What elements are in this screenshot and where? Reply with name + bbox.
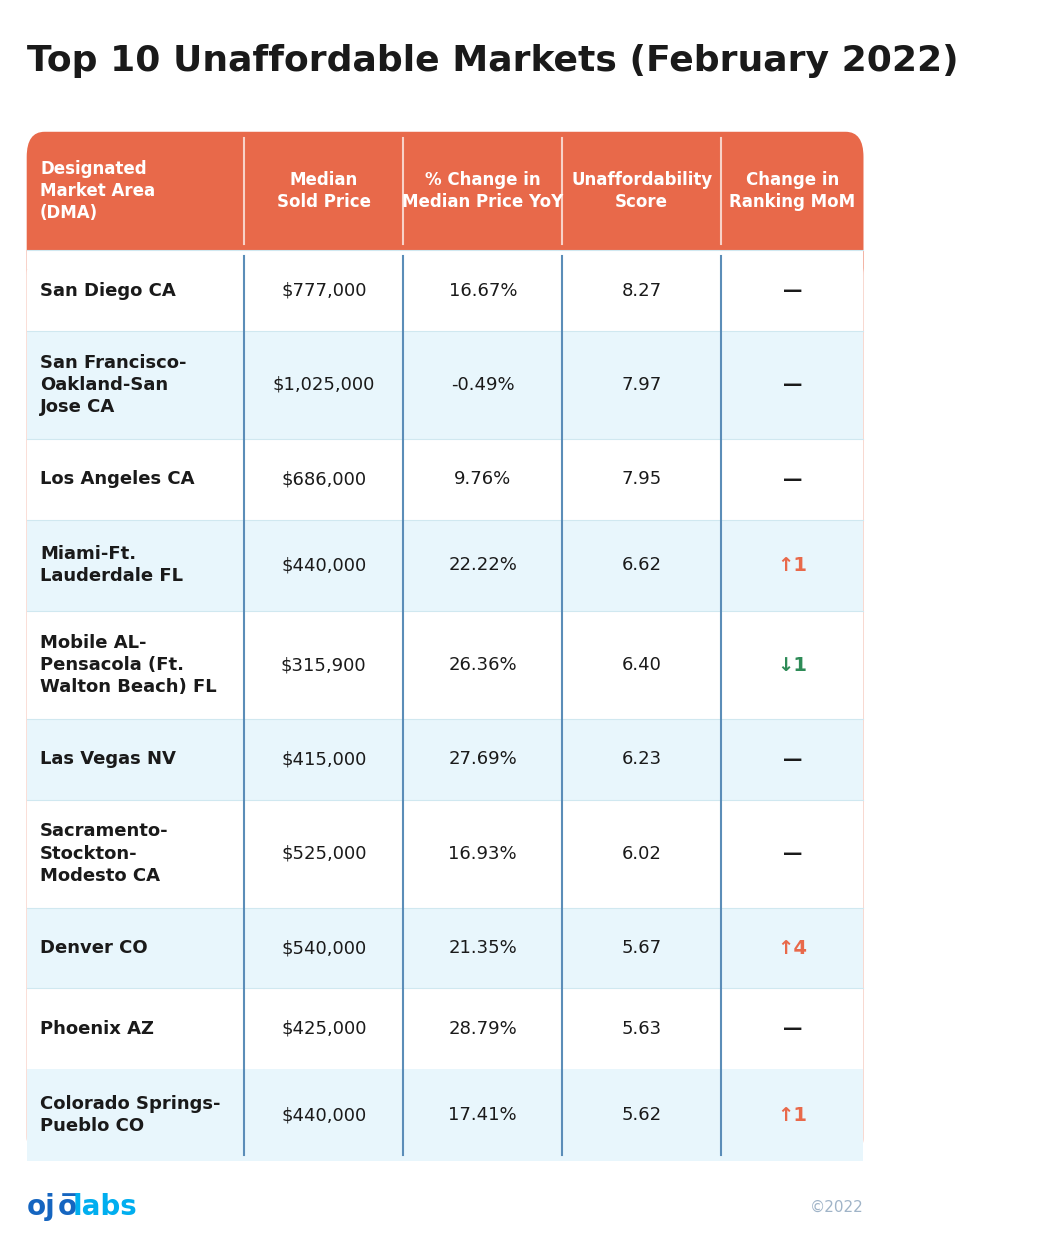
Text: 7.95: 7.95: [622, 471, 661, 488]
Text: 5.67: 5.67: [622, 939, 661, 958]
Text: 16.67%: 16.67%: [448, 281, 517, 300]
Text: -0.49%: -0.49%: [451, 375, 515, 394]
Bar: [27, 719, 863, 799]
Text: o̅: o̅: [58, 1194, 77, 1221]
Text: —: —: [783, 469, 802, 488]
Text: —: —: [783, 1019, 802, 1038]
Text: 16.93%: 16.93%: [448, 845, 517, 862]
Text: $440,000: $440,000: [281, 556, 366, 575]
Text: $777,000: $777,000: [281, 281, 366, 300]
Text: oj: oj: [27, 1194, 55, 1221]
FancyBboxPatch shape: [27, 250, 863, 1161]
Text: 5.63: 5.63: [622, 1020, 661, 1038]
Bar: [27, 907, 863, 989]
Bar: [27, 520, 863, 611]
Text: % Change in
Median Price YoY: % Change in Median Price YoY: [402, 171, 564, 211]
Text: —: —: [783, 750, 802, 769]
Text: $525,000: $525,000: [281, 845, 366, 862]
Text: Denver CO: Denver CO: [41, 939, 148, 958]
Text: 6.23: 6.23: [622, 750, 661, 768]
Text: 6.62: 6.62: [622, 556, 661, 575]
Text: 5.62: 5.62: [622, 1106, 661, 1124]
Text: Miami-Ft.
Lauderdale FL: Miami-Ft. Lauderdale FL: [41, 545, 183, 586]
Text: 9.76%: 9.76%: [454, 471, 512, 488]
Text: 7.97: 7.97: [622, 375, 661, 394]
Text: ©2022: ©2022: [810, 1200, 863, 1215]
Text: 8.27: 8.27: [622, 281, 661, 300]
Text: Median
Sold Price: Median Sold Price: [277, 171, 371, 211]
Text: Los Angeles CA: Los Angeles CA: [41, 471, 194, 488]
Text: 6.40: 6.40: [622, 656, 661, 674]
Text: Sacramento-
Stockton-
Modesto CA: Sacramento- Stockton- Modesto CA: [41, 822, 168, 885]
Text: ↑4: ↑4: [777, 939, 807, 958]
Text: 17.41%: 17.41%: [448, 1106, 517, 1124]
Text: 27.69%: 27.69%: [448, 750, 517, 768]
Text: ↓1: ↓1: [777, 655, 807, 675]
Text: $540,000: $540,000: [281, 939, 366, 958]
Text: Top 10 Unaffordable Markets (February 2022): Top 10 Unaffordable Markets (February 20…: [27, 44, 958, 78]
Text: $315,900: $315,900: [281, 656, 366, 674]
Bar: [27, 331, 863, 439]
Text: San Diego CA: San Diego CA: [41, 281, 176, 300]
Text: 6.02: 6.02: [622, 845, 661, 862]
Text: $686,000: $686,000: [281, 471, 366, 488]
Text: Las Vegas NV: Las Vegas NV: [41, 750, 176, 768]
Text: ↑1: ↑1: [777, 1106, 807, 1124]
Text: Designated
Market Area
(DMA): Designated Market Area (DMA): [41, 159, 155, 222]
Text: 21.35%: 21.35%: [448, 939, 517, 958]
Text: —: —: [783, 845, 802, 863]
Polygon shape: [27, 250, 863, 269]
Text: Change in
Ranking MoM: Change in Ranking MoM: [729, 171, 856, 211]
Text: —: —: [783, 375, 802, 394]
Bar: [27, 1069, 863, 1161]
Text: ↑1: ↑1: [777, 556, 807, 575]
Text: Unaffordability
Score: Unaffordability Score: [571, 171, 712, 211]
Text: 26.36%: 26.36%: [448, 656, 517, 674]
Text: —: —: [783, 281, 802, 300]
Text: $1,025,000: $1,025,000: [272, 375, 375, 394]
Text: Colorado Springs-
Pueblo CO: Colorado Springs- Pueblo CO: [41, 1094, 220, 1136]
Text: 28.79%: 28.79%: [448, 1020, 517, 1038]
Text: $440,000: $440,000: [281, 1106, 366, 1124]
Text: labs: labs: [73, 1194, 137, 1221]
Text: $425,000: $425,000: [281, 1020, 366, 1038]
Text: Mobile AL-
Pensacola (Ft.
Walton Beach) FL: Mobile AL- Pensacola (Ft. Walton Beach) …: [41, 634, 216, 697]
FancyBboxPatch shape: [27, 132, 863, 1161]
Text: 22.22%: 22.22%: [448, 556, 517, 575]
Text: $415,000: $415,000: [281, 750, 366, 768]
Text: Phoenix AZ: Phoenix AZ: [41, 1020, 154, 1038]
Text: San Francisco-
Oakland-San
Jose CA: San Francisco- Oakland-San Jose CA: [41, 354, 186, 417]
